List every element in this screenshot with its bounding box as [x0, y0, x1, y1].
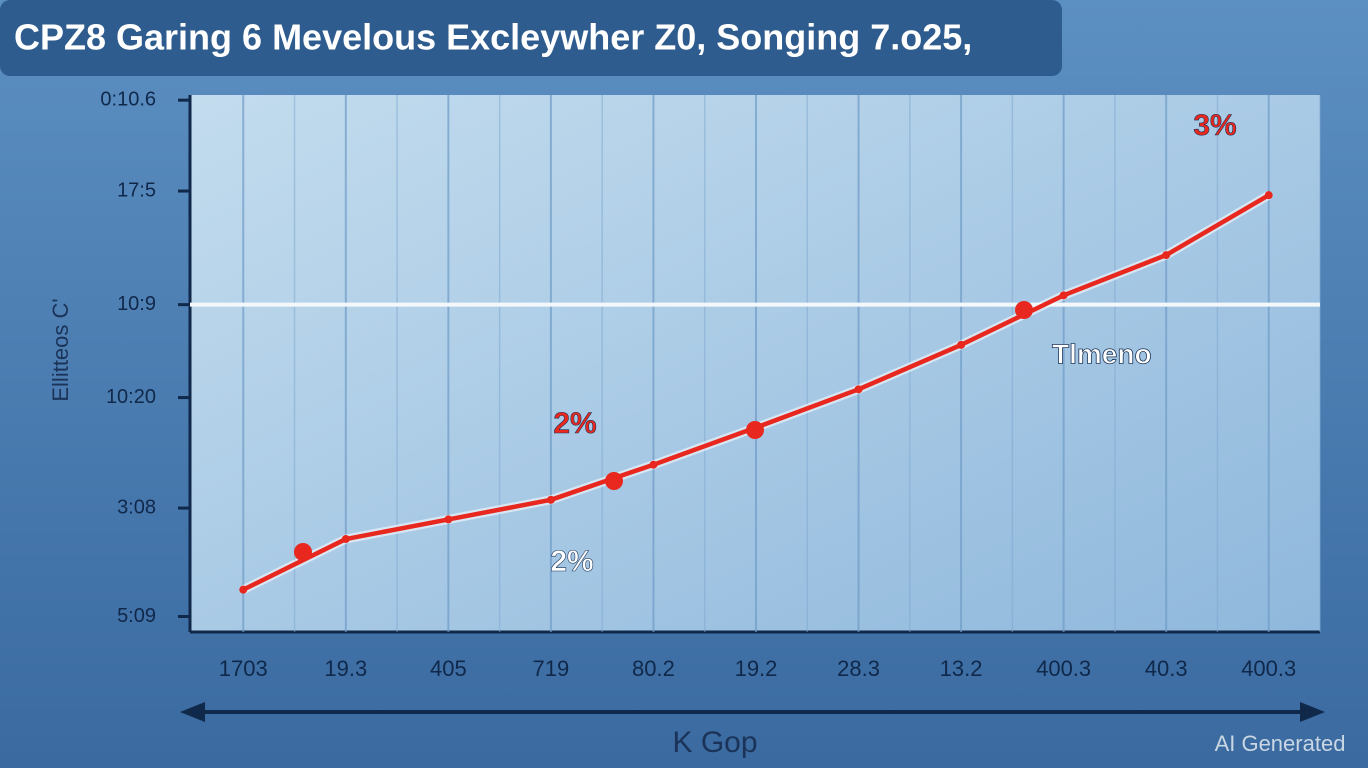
- point: [649, 460, 658, 469]
- x-axis-label: K Gop: [672, 726, 757, 759]
- annotation: 2%: [550, 545, 593, 578]
- x-tick-label: 405: [430, 656, 467, 681]
- title-box: [0, 0, 1062, 76]
- x-tick-label: 28.3: [837, 656, 880, 681]
- annotation: 3%: [1193, 109, 1236, 142]
- highlight-dot: [746, 421, 764, 439]
- x-tick-label: 80.2: [632, 656, 675, 681]
- point: [546, 495, 555, 504]
- y-tick-label: 3:08: [117, 496, 156, 518]
- x-tick-label: 40.3: [1145, 656, 1188, 681]
- point: [1059, 291, 1068, 300]
- point: [341, 535, 350, 544]
- x-tick-label: 400.3: [1036, 656, 1091, 681]
- y-tick-label: 5:09: [117, 605, 156, 627]
- point: [444, 515, 453, 524]
- x-tick-label: 1703: [219, 656, 268, 681]
- y-tick-label: 0:10.6: [100, 88, 156, 110]
- point: [239, 585, 248, 594]
- y-tick-label: 10:20: [106, 386, 156, 408]
- x-tick-label: 719: [533, 656, 570, 681]
- point: [1264, 191, 1273, 200]
- y-axis-label: Ellitteos C': [48, 298, 73, 401]
- x-tick-label: 400.3: [1241, 656, 1296, 681]
- highlight-dot: [294, 543, 312, 561]
- y-tick-label: 10:9: [117, 293, 156, 315]
- y-tick-label: 17:5: [117, 179, 156, 201]
- x-tick-label: 19.2: [735, 656, 778, 681]
- chart-title: CPZ8 Garing 6 Mevelous Excleywher Z0, So…: [14, 17, 972, 58]
- x-tick-label: 19.3: [324, 656, 367, 681]
- point: [957, 340, 966, 349]
- annotation: 2%: [553, 407, 596, 440]
- series-label: Tlmeno: [1052, 338, 1152, 369]
- x-tick-label: 13.2: [940, 656, 983, 681]
- highlight-dot: [605, 472, 623, 490]
- watermark: AI Generated: [1215, 731, 1346, 756]
- x-arrow-right: [1300, 702, 1325, 722]
- point: [1162, 251, 1171, 260]
- point: [854, 385, 863, 394]
- highlight-dot: [1015, 301, 1033, 319]
- x-arrow-left: [180, 702, 205, 722]
